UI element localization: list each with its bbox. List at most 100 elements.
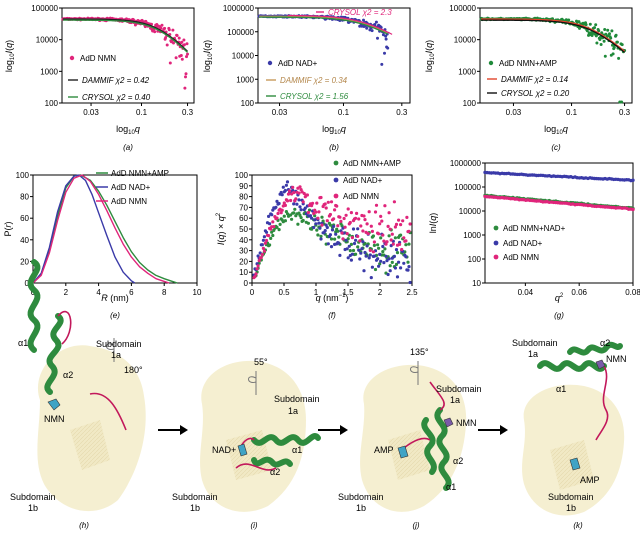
structure-k: α2 NMN α1 AMP Subdomain 1a Subdomain 1b … <box>512 338 627 530</box>
panel-f-point-1 <box>379 259 383 263</box>
label-h-1: α2 <box>63 370 73 380</box>
panel-b-point <box>384 37 388 41</box>
panel-f-point-1 <box>332 224 336 228</box>
label-i-3: Subdomain <box>274 394 320 404</box>
panel-c-legend-dammif: DAMMIF χ2 = 0.14 <box>501 75 569 84</box>
panel-f-point-0 <box>393 236 397 240</box>
panel-f-point-1 <box>370 265 374 269</box>
panel-a-xtick-label-1: 0.1 <box>136 108 148 117</box>
panel-f-point-2 <box>291 185 295 189</box>
panel-g-ytick-label-0: 10 <box>472 279 481 288</box>
panel-f-point-2 <box>408 222 412 226</box>
panel-f-point-2 <box>398 242 402 246</box>
panel-f-point-0 <box>270 230 274 234</box>
panel-f-point-2 <box>393 225 397 229</box>
panel-b-ytick-label-3: 100000 <box>227 28 254 37</box>
panel-f-point-1 <box>368 253 372 257</box>
panel-c-xtick-label-1: 0.1 <box>566 108 578 117</box>
panel-f-point-2 <box>264 238 269 243</box>
panel-f-point-1 <box>328 233 332 237</box>
panel-f-xlabel: q (nm−1) <box>316 293 349 303</box>
panel-f-point-0 <box>354 252 358 256</box>
panel-f-point-2 <box>387 211 391 215</box>
panel-c-legend-scatter-marker <box>488 60 494 66</box>
panel-c-saxs-nmn-amp: 0.03 0.1 0.3 100 1000 10000 100000 log10q log1… <box>424 4 633 152</box>
panel-c-point <box>612 45 616 49</box>
loop-k <box>595 365 609 441</box>
panel-g-legend-marker-0 <box>493 225 499 231</box>
panel-b-xtick-label-0: 0.03 <box>272 108 288 117</box>
panel-f-ytick-label-5: 50 <box>239 225 248 234</box>
panel-f-ytick-label-1: 10 <box>239 268 248 277</box>
panel-c-xtick-label-0: 0.03 <box>506 108 522 117</box>
panel-f-point-2 <box>359 224 363 228</box>
panel-f-point-1 <box>297 198 301 202</box>
panel-e-xtick-label-1: 2 <box>64 288 69 297</box>
arrow-2 <box>318 425 348 435</box>
panel-f-point-0 <box>363 241 367 246</box>
label-h-4: 1a <box>111 350 121 360</box>
rotate-icon-j <box>410 361 419 385</box>
panel-a-ytick-label-0: 100 <box>45 99 59 108</box>
panel-f-point-0 <box>379 236 383 240</box>
panel-f-point-0 <box>340 224 344 228</box>
panel-f-ylabel: I(q) × q2 <box>216 212 226 245</box>
ligand-nmn-k <box>595 359 606 370</box>
panel-f-point-0 <box>289 213 293 217</box>
panel-f-point-0 <box>315 228 319 232</box>
panel-b-legend-scatter-marker <box>267 60 273 66</box>
panel-g-ytick-label-2: 1000 <box>463 231 481 240</box>
panel-f-point-2 <box>314 210 318 214</box>
panel-g-ytick-label-1: 100 <box>468 255 482 264</box>
panel-f-ytick-label-0: 0 <box>244 279 249 288</box>
panel-f-point-0 <box>278 222 282 226</box>
panel-f-point-0 <box>381 250 385 254</box>
panel-f-point-2 <box>384 242 388 246</box>
panel-f-point-2 <box>404 239 408 243</box>
rotation-j: 135° <box>410 347 429 357</box>
panel-f-point-2 <box>397 218 401 222</box>
panel-c-xtick-label-2: 0.3 <box>619 108 631 117</box>
panel-f-point-0 <box>390 260 394 264</box>
panel-f-point-2 <box>348 220 352 225</box>
panel-f-ytick-label-4: 40 <box>239 236 248 245</box>
panel-b-xtick-label-2: 0.3 <box>396 108 408 117</box>
panel-g-ticks: 0.04 0.06 0.08 10 100 1000 10000 100000 1000000 <box>450 159 640 297</box>
panel-c-point <box>610 29 614 33</box>
panel-f-ytick-label-3: 30 <box>239 247 248 256</box>
panel-f-point-2 <box>358 239 362 243</box>
panel-f-point-0 <box>399 233 403 237</box>
panel-e-xtick-label-2: 4 <box>96 288 101 297</box>
panel-g-legend-0: AdD NMN+NAD+ <box>503 224 566 233</box>
protein-sheet-j <box>388 430 430 480</box>
panel-f-point-2 <box>329 200 334 204</box>
panel-f-point-0 <box>336 229 340 233</box>
ligand-amp-j <box>397 445 409 459</box>
panel-a-marks <box>61 16 189 90</box>
panel-f-point-1 <box>377 264 381 268</box>
panel-c-point <box>603 28 607 31</box>
panel-f-point-2 <box>407 229 411 233</box>
panel-b-point <box>362 18 365 22</box>
panel-f-point-2 <box>382 239 386 243</box>
panel-f-point-2 <box>366 232 370 236</box>
panel-b-legend-crysol: CRYSOL χ2 = 1.56 <box>280 92 349 101</box>
panel-f-point-1 <box>387 257 391 261</box>
panel-c-point <box>620 43 624 47</box>
panel-a-point <box>182 43 186 47</box>
panel-f-point-2 <box>344 213 348 217</box>
ligand-amp-k <box>569 457 581 471</box>
panel-f-point-1 <box>346 256 350 260</box>
panel-e-ytick-label-4: 80 <box>20 193 29 202</box>
panel-f-point-2 <box>356 234 360 238</box>
helix-a2-i <box>251 456 293 468</box>
panel-f-point-1 <box>347 244 351 248</box>
panel-b-point <box>381 33 385 37</box>
panel-f-point-2 <box>346 207 350 211</box>
panel-e-series-0 <box>32 174 178 284</box>
panel-f-point-1 <box>392 254 396 258</box>
label-h-0: α1 <box>18 338 28 348</box>
panel-e-xtick-label-5: 10 <box>193 288 202 297</box>
panel-f-point-2 <box>285 199 290 203</box>
panel-f-xtick-label-0: 0 <box>250 288 255 297</box>
